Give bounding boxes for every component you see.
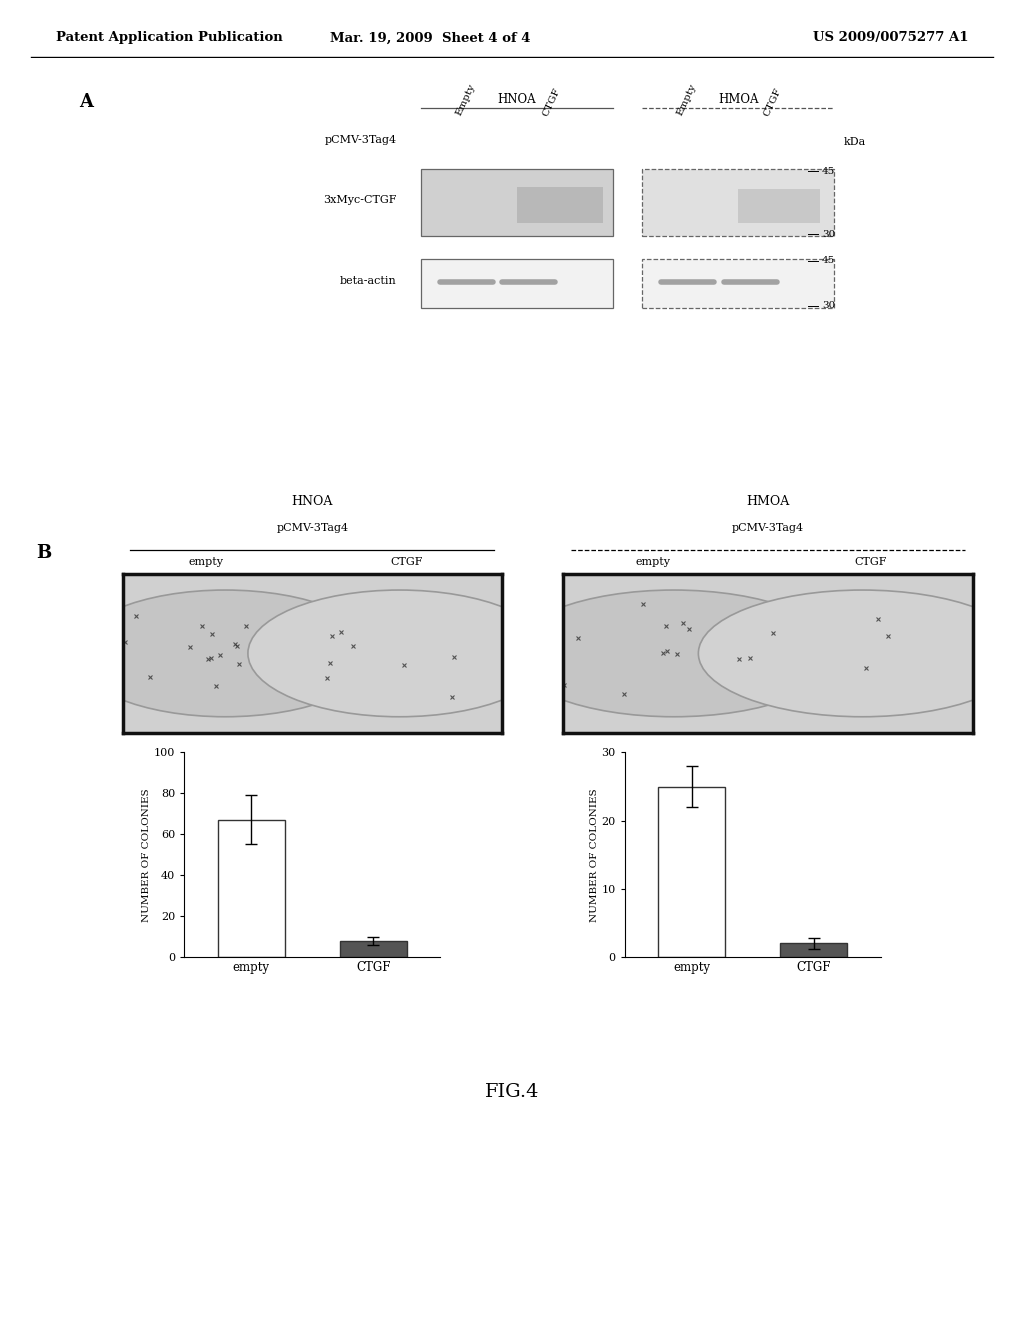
Bar — [421, 259, 613, 308]
Bar — [517, 187, 603, 223]
Text: CTGF: CTGF — [391, 557, 423, 566]
Text: kDa: kDa — [844, 137, 866, 147]
Text: 30: 30 — [822, 301, 836, 310]
Text: B: B — [36, 544, 51, 562]
Text: pCMV-3Tag4: pCMV-3Tag4 — [325, 135, 396, 145]
Text: HNOA: HNOA — [498, 92, 537, 106]
Bar — [340, 941, 407, 957]
Text: beta-actin: beta-actin — [340, 276, 396, 286]
Y-axis label: NUMBER OF COLONIES: NUMBER OF COLONIES — [590, 788, 599, 921]
Text: HNOA: HNOA — [292, 495, 333, 508]
Text: HMOA: HMOA — [746, 495, 790, 508]
Text: pCMV-3Tag4: pCMV-3Tag4 — [276, 523, 348, 533]
Circle shape — [698, 590, 1024, 717]
Text: 3xMyc-CTGF: 3xMyc-CTGF — [323, 195, 396, 206]
Text: HMOA: HMOA — [718, 92, 759, 106]
Bar — [642, 259, 835, 308]
Text: pCMV-3Tag4: pCMV-3Tag4 — [732, 523, 804, 533]
Bar — [218, 820, 285, 957]
Bar — [738, 189, 820, 223]
Circle shape — [74, 590, 377, 717]
Text: 30: 30 — [822, 230, 836, 239]
Text: Patent Application Publication: Patent Application Publication — [56, 32, 283, 45]
Text: CTGF: CTGF — [541, 86, 562, 117]
Circle shape — [510, 590, 838, 717]
Text: Empty: Empty — [676, 83, 698, 117]
Text: A: A — [79, 92, 93, 111]
Text: empty: empty — [636, 557, 671, 566]
Bar — [421, 169, 613, 236]
Text: US 2009/0075277 A1: US 2009/0075277 A1 — [813, 32, 969, 45]
Text: FIG.4: FIG.4 — [484, 1084, 540, 1101]
Text: empty: empty — [188, 557, 223, 566]
Text: 45: 45 — [822, 256, 836, 265]
Circle shape — [248, 590, 551, 717]
Text: Mar. 19, 2009  Sheet 4 of 4: Mar. 19, 2009 Sheet 4 of 4 — [330, 32, 530, 45]
Bar — [780, 944, 847, 957]
Bar — [658, 787, 725, 957]
Text: 45: 45 — [822, 166, 836, 176]
Y-axis label: NUMBER OF COLONIES: NUMBER OF COLONIES — [142, 788, 152, 921]
Text: CTGF: CTGF — [854, 557, 887, 566]
Text: CTGF: CTGF — [762, 86, 783, 117]
Text: Empty: Empty — [455, 83, 477, 117]
Bar — [642, 169, 835, 236]
